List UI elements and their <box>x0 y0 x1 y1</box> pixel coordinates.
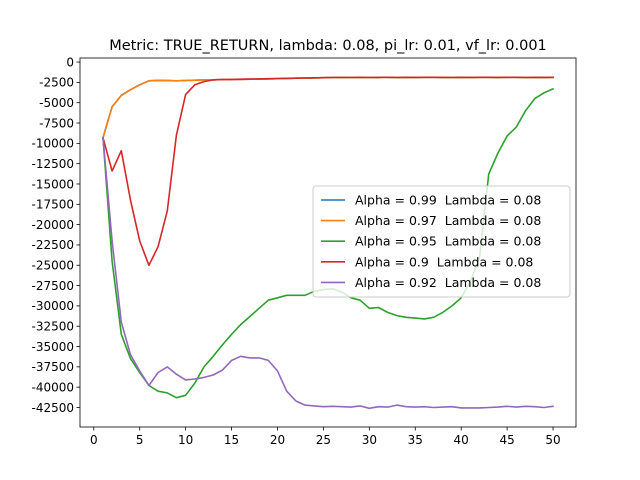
y-tick-label: -30000 <box>31 299 74 313</box>
plot-area: 0 5 10 15 20 25 30 35 40 45 50 0 -2500 -5000 -7500 -100… <box>31 55 577 447</box>
chart-title: Metric: TRUE_RETURN, lambda: 0.08, pi_lr… <box>109 38 547 54</box>
series-line-5 <box>102 136 554 410</box>
x-tick-label: 20 <box>270 433 285 447</box>
x-tick-label: 10 <box>178 433 193 447</box>
x-tick-label: 5 <box>136 433 144 447</box>
y-tick-label: -22500 <box>31 238 74 252</box>
y-tick-label: -17500 <box>31 198 74 212</box>
axes-frame <box>79 57 577 428</box>
y-tick-label: -27500 <box>31 279 74 293</box>
series-line-4 <box>102 76 554 267</box>
legend: Alpha = 0.99 Lambda = 0.08 Alpha = 0.97 L… <box>312 185 571 298</box>
legend-label-4: Alpha = 0.9 Lambda = 0.08 <box>355 254 533 269</box>
y-tick-label: -40000 <box>31 380 74 394</box>
legend-label-2: Alpha = 0.97 Lambda = 0.08 <box>355 213 541 228</box>
x-tick-label: 50 <box>545 433 560 447</box>
legend-label-5: Alpha = 0.92 Lambda = 0.08 <box>355 275 541 290</box>
y-tick-label: -35000 <box>31 340 74 354</box>
x-tick-label: 0 <box>90 433 98 447</box>
x-tick-label: 40 <box>454 433 469 447</box>
x-tick-label: 35 <box>408 433 423 447</box>
y-tick-label: -42500 <box>31 401 74 415</box>
y-tick-label: -25000 <box>31 259 74 273</box>
x-tick-label: 30 <box>362 433 377 447</box>
x-tick-label: 15 <box>224 433 239 447</box>
y-tick-label: -2500 <box>39 76 74 90</box>
legend-label-1: Alpha = 0.99 Lambda = 0.08 <box>355 193 541 208</box>
y-tick-label: -5000 <box>39 96 74 110</box>
y-tick-label: -20000 <box>31 218 74 232</box>
x-tick-label: 25 <box>316 433 331 447</box>
y-tick-label: -7500 <box>39 116 74 130</box>
y-tick-label: -12500 <box>31 157 74 171</box>
y-tick-label: -10000 <box>31 137 74 151</box>
y-tick-label: 0 <box>66 55 74 69</box>
y-tick-label: -37500 <box>31 360 74 374</box>
legend-box <box>312 185 571 298</box>
y-tick-label: -15000 <box>31 177 74 191</box>
x-tick-label: 45 <box>499 433 514 447</box>
legend-label-3: Alpha = 0.95 Lambda = 0.08 <box>355 234 541 249</box>
y-tick-label: -32500 <box>31 320 74 334</box>
